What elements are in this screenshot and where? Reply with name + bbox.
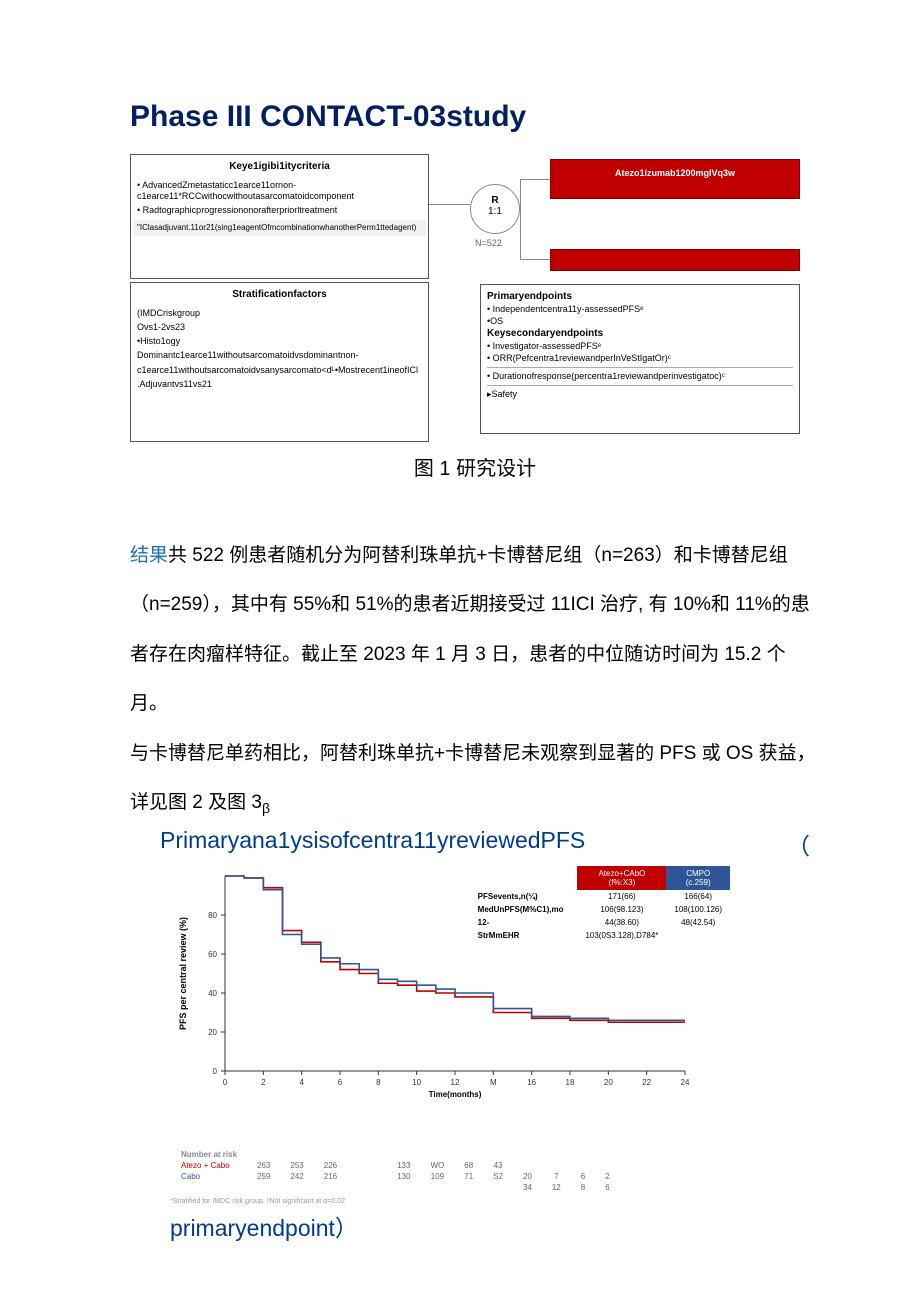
svg-text:10: 10: [412, 1078, 421, 1087]
arm2-box: [550, 249, 800, 271]
svg-text:4: 4: [299, 1078, 304, 1087]
title-roman: III: [227, 100, 252, 133]
results-label: 结果: [130, 545, 168, 566]
title-prefix: Phase: [130, 100, 218, 133]
arm1-box: Atezo1izumab1200mglVq3w: [550, 159, 800, 199]
figure1-caption: 图 1 研究设计: [130, 452, 820, 481]
randomization-n: N=522: [475, 238, 502, 248]
svg-text:2: 2: [261, 1078, 266, 1087]
svg-text:60: 60: [208, 950, 217, 959]
svg-text:12: 12: [451, 1078, 460, 1087]
risk-table: Number at riskAtezo + Cabo263253226133WO…: [130, 1148, 820, 1194]
chart-title: Primaryana1ysisofcentra11yreviewedPFS （: [160, 827, 820, 854]
svg-text:Time(months): Time(months): [429, 1090, 482, 1099]
svg-text:16: 16: [527, 1078, 536, 1087]
svg-text:22: 22: [642, 1078, 651, 1087]
svg-text:20: 20: [208, 1028, 217, 1037]
eligibility-box: Keye1igibi1itycriteria • AdvancedZmetast…: [130, 154, 429, 279]
svg-text:6: 6: [338, 1078, 343, 1087]
svg-text:0: 0: [213, 1067, 218, 1076]
svg-text:M: M: [490, 1078, 497, 1087]
endpoints-box: Primaryendpoints • Independentcentra11y-…: [480, 284, 800, 434]
eligibility-item: • AdvancedZmetastaticc1earce11ornon-c1ea…: [137, 180, 422, 203]
svg-text:PFS per central review (%): PFS per central review (%): [178, 917, 188, 1030]
stratification-header: Stratificationfactors: [137, 289, 422, 302]
page-title: Phase III CONTACT-03study: [130, 100, 820, 134]
body-paragraph-1: 结果共 522 例患者随机分为阿替利珠单抗+卡博替尼组（n=263）和卡博替尼组…: [130, 531, 820, 729]
svg-text:0: 0: [223, 1078, 228, 1087]
eligibility-header: Keye1igibi1itycriteria: [137, 161, 422, 174]
randomization-circle: R 1:1: [470, 184, 520, 234]
title-suffix: CONTACT-03study: [260, 100, 526, 133]
stratification-box: Stratificationfactors (IMDCriskgroup Ovs…: [130, 282, 429, 442]
study-design-diagram: Keye1igibi1itycriteria • AdvancedZmetast…: [130, 154, 810, 444]
km-chart: 020406080024681012M1618202224Time(months…: [170, 866, 730, 1146]
endpoint-label: primaryendpoint）: [170, 1209, 820, 1243]
svg-text:24: 24: [681, 1078, 690, 1087]
km-footnote: *Stratified for IMDC risk group. ᵇNot si…: [170, 1198, 820, 1205]
svg-text:40: 40: [208, 989, 217, 998]
eligibility-footnote: "IClasadjuvant.11or21(sing1eagentOfmcomb…: [133, 220, 426, 236]
body-paragraph-2: 与卡博替尼单药相比，阿替利珠单抗+卡博替尼未观察到显著的 PFS 或 OS 获益…: [130, 729, 820, 828]
svg-text:18: 18: [566, 1078, 575, 1087]
km-legend-table: Atezo+CAbO(f%:X3) CMPO(c.259) PFSevents,…: [470, 866, 730, 942]
eligibility-item: • Radtographicprogressiononorafterpriorl…: [137, 205, 422, 216]
svg-text:80: 80: [208, 911, 217, 920]
svg-text:20: 20: [604, 1078, 613, 1087]
svg-text:8: 8: [376, 1078, 381, 1087]
